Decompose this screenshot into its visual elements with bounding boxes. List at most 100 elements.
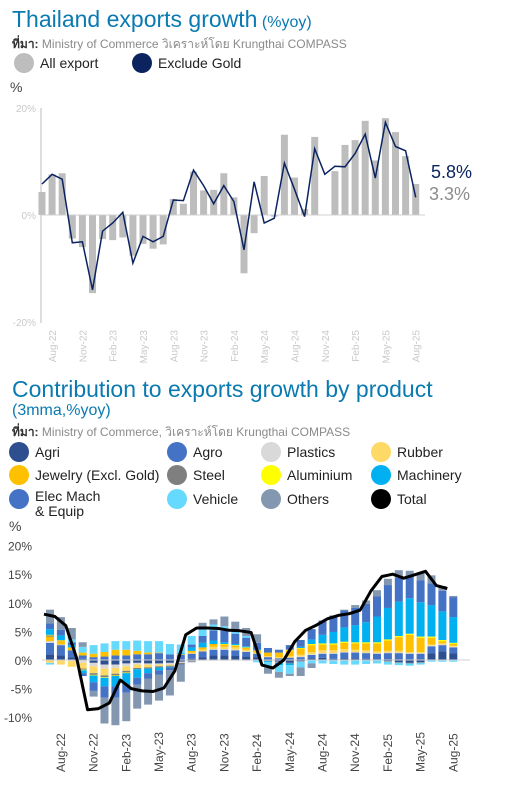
chart2-bar-vehicle bbox=[427, 660, 436, 662]
chart2-bar-machinery bbox=[296, 646, 305, 648]
chart2-bar-machinery bbox=[405, 598, 414, 634]
legend-others: Others bbox=[261, 489, 329, 509]
chart2-bar-agro bbox=[307, 654, 316, 659]
chart2-bar-jewelry-excl-gold bbox=[56, 641, 65, 645]
chart2-bar-jewelry-excl-gold bbox=[187, 650, 196, 653]
chart2-bar-vehicle bbox=[89, 645, 98, 654]
chart1-bar-all-export bbox=[58, 173, 66, 215]
chart2-bar-agri bbox=[351, 658, 360, 660]
chart2-bar-machinery bbox=[100, 677, 109, 687]
chart2-bar-agro bbox=[89, 657, 98, 660]
chart2-bar-rubber bbox=[56, 660, 65, 665]
chart1-unit: % bbox=[10, 79, 23, 95]
chart2-bar-aluminium bbox=[416, 636, 425, 638]
chart2-bar-agro bbox=[416, 653, 425, 660]
chart2-bar-elec-mach-equip bbox=[242, 637, 251, 647]
chart2-bar-agri bbox=[122, 660, 131, 664]
chart2-bar-elec-mach-equip bbox=[187, 644, 196, 648]
chart1-title: Thailand exports growth (%yoy) bbox=[12, 6, 312, 33]
chart2-bar-agri bbox=[187, 658, 196, 660]
chart2-bar-plastics bbox=[78, 660, 87, 663]
chart2-bar-agro bbox=[133, 654, 142, 660]
chart2-bar-vehicle bbox=[351, 660, 360, 665]
chart2-bar-vehicle bbox=[165, 643, 174, 655]
chart2-bar-agro bbox=[67, 650, 76, 658]
chart1-bar-all-export bbox=[402, 156, 410, 215]
legend-swatch-machinery bbox=[371, 465, 391, 485]
chart2-bar-aluminium bbox=[329, 643, 338, 645]
chart2-bar-machinery bbox=[209, 640, 218, 644]
chart2-bar-jewelry-excl-gold bbox=[67, 647, 76, 651]
chart2-bar-agro bbox=[253, 653, 262, 658]
chart2-bar-steel bbox=[383, 661, 392, 662]
chart1-xtick-label: May-23 bbox=[139, 330, 150, 364]
chart1-bar-all-export bbox=[381, 118, 389, 215]
chart2-bar-machinery bbox=[383, 607, 392, 640]
chart2-bar-jewelry-excl-gold bbox=[274, 652, 283, 658]
chart2-bar-steel bbox=[111, 673, 120, 676]
legend-label-jewelry: Jewelry (Excl. Gold) bbox=[35, 466, 160, 483]
chart2-bar-jewelry-excl-gold bbox=[405, 634, 414, 652]
legend-machinery: Machinery bbox=[371, 465, 462, 485]
chart2-bar-agro bbox=[438, 645, 447, 652]
chart2-xtick-label: Feb-25 bbox=[381, 734, 395, 772]
chart1-bar-all-export bbox=[220, 173, 228, 215]
chart1-last-label-exclude-gold: 5.8% bbox=[431, 162, 472, 182]
chart2-bar-vehicle bbox=[340, 660, 349, 665]
legend-label-steel: Steel bbox=[193, 466, 225, 483]
chart2-bar-others bbox=[253, 634, 262, 643]
chart1-plot: 20% 0% -20% Aug-22 Nov-22 Feb-23 May-23 Aug-23… bbox=[13, 104, 472, 364]
chart2-bar-vehicle bbox=[362, 660, 371, 665]
chart1-xtick-label: Aug-23 bbox=[169, 330, 180, 363]
chart2-bar-jewelry-excl-gold bbox=[449, 643, 458, 646]
chart2-bar-vehicle bbox=[144, 641, 153, 653]
chart1-title-main: Thailand exports growth bbox=[12, 6, 258, 32]
chart2-bar-vehicle bbox=[329, 660, 338, 665]
chart2-ytick-label: 0% bbox=[15, 654, 33, 668]
chart1-bar-all-export bbox=[149, 215, 157, 249]
chart2-bar-agro bbox=[111, 655, 120, 660]
chart2-bar-elec-mach-equip bbox=[351, 607, 360, 626]
chart2-bar-rubber bbox=[155, 664, 163, 667]
legend-swatch-agri bbox=[9, 442, 29, 462]
chart2-bar-agri bbox=[329, 658, 338, 660]
chart2-bar-elec-mach-equip bbox=[438, 590, 447, 612]
chart2-bar-rubber bbox=[89, 666, 98, 674]
chart1-bar-all-export bbox=[119, 215, 127, 238]
chart2-bar-aluminium bbox=[220, 643, 229, 645]
chart2-bar-agri bbox=[67, 657, 76, 660]
chart1-legend-all-export: All export bbox=[14, 53, 98, 73]
chart2-bar-plastics bbox=[209, 649, 218, 650]
chart2-xtick-label: Nov-24 bbox=[348, 733, 362, 772]
chart2-xtick-label: Nov-23 bbox=[217, 733, 231, 772]
chart2-bar-vehicle bbox=[133, 640, 142, 651]
chart2-bar-rubber bbox=[122, 666, 131, 671]
chart1-bar-all-export bbox=[78, 215, 86, 248]
chart1-bar-all-export bbox=[412, 183, 420, 215]
chart2-bar-jewelry-excl-gold bbox=[133, 650, 142, 655]
chart2-bar-elec-mach-equip bbox=[231, 633, 240, 644]
chart2-bar-agro bbox=[209, 649, 218, 656]
chart2-bar-agri bbox=[307, 658, 316, 660]
chart2-bar-jewelry-excl-gold bbox=[362, 643, 371, 651]
chart2-bar-elec-mach-equip bbox=[264, 647, 272, 653]
chart2-bar-vehicle bbox=[373, 660, 381, 664]
chart2-bar-steel bbox=[78, 668, 87, 670]
chart2-bar-jewelry-excl-gold bbox=[220, 644, 229, 647]
chart2-bar-aluminium bbox=[438, 639, 447, 642]
legend-swatch-exclude-gold bbox=[132, 53, 152, 73]
chart1-source-prefix: ที่มา: bbox=[12, 37, 39, 51]
chart2-bar-agro bbox=[155, 653, 163, 660]
chart2-bar-machinery bbox=[351, 625, 360, 643]
chart2-bar-machinery bbox=[449, 617, 458, 643]
chart2-bar-agri bbox=[89, 660, 98, 663]
chart2-bar-steel bbox=[56, 640, 65, 642]
chart2-bar-vehicle bbox=[383, 661, 392, 665]
chart2-bar-plastics bbox=[296, 656, 305, 658]
chart2-bar-plastics bbox=[307, 654, 316, 655]
chart2-bar-aluminium bbox=[373, 642, 381, 644]
legend-rubber: Rubber bbox=[371, 442, 443, 462]
chart2-bar-elec-mach-equip bbox=[100, 686, 109, 698]
legend-aluminium: Aluminium bbox=[261, 465, 352, 485]
chart2-bar-agro bbox=[351, 652, 360, 659]
